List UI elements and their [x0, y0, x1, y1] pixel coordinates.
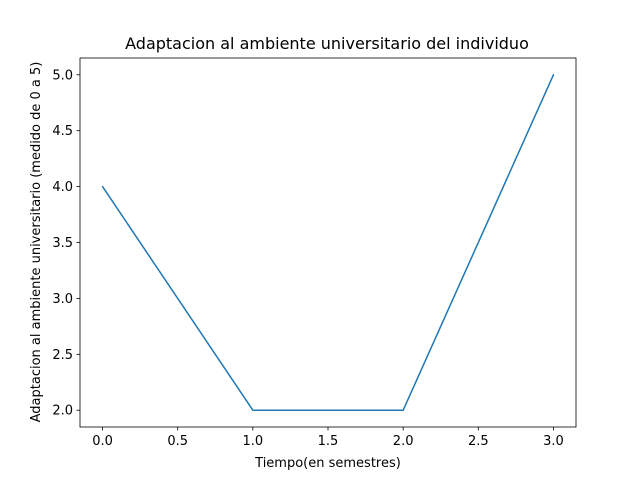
chart-title: Adaptacion al ambiente universitario del…: [125, 34, 529, 53]
y-tick-label: 4.0: [52, 180, 73, 195]
y-tick-label: 3.5: [52, 236, 73, 251]
x-tick-label: 0.5: [167, 434, 188, 449]
series-points: [101, 74, 555, 411]
series-line: [101, 74, 555, 411]
x-axis-label: Tiempo(en semestres): [254, 456, 401, 471]
x-tick-label: 2.5: [468, 434, 489, 449]
x-tick-label: 0.0: [92, 434, 113, 449]
x-tick-label: 2.0: [393, 434, 414, 449]
y-tick-label: 2.5: [52, 348, 73, 363]
y-axis-ticks: 2.0 2.5 3.0 3.5 4.0 4.5 5.0: [52, 68, 80, 419]
y-tick-label: 2.0: [52, 404, 73, 419]
data-point: [402, 409, 404, 411]
y-tick-label: 4.5: [52, 124, 73, 139]
y-tick-label: 3.0: [52, 292, 73, 307]
data-point: [552, 74, 555, 76]
x-tick-label: 1.5: [318, 434, 339, 449]
data-point: [252, 409, 254, 411]
y-axis-label: Adaptacion al ambiente universitario (me…: [29, 62, 44, 423]
axes-frame: [79, 57, 577, 428]
x-tick-label: 3.0: [543, 434, 564, 449]
y-tick-label: 5.0: [52, 68, 73, 83]
x-axis-ticks: 0.0 0.5 1.0 1.5 2.0 2.5 3.0: [92, 427, 564, 449]
data-point: [101, 185, 104, 188]
x-tick-label: 1.0: [243, 434, 264, 449]
